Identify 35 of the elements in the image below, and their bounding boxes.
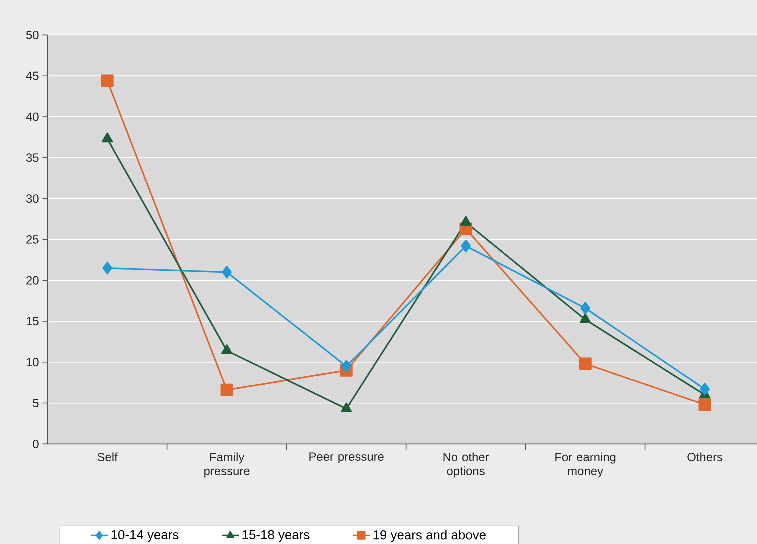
point bbox=[221, 344, 233, 354]
point bbox=[698, 398, 712, 412]
y-tick-label: 35 bbox=[26, 154, 39, 162]
y-tick-label: 0 bbox=[33, 440, 39, 448]
x-tick-label: Others bbox=[688, 452, 723, 462]
y-tick-label: 30 bbox=[26, 194, 39, 204]
y-tick-label: 25 bbox=[26, 235, 39, 244]
point bbox=[340, 402, 352, 413]
y-tick-label: 5 bbox=[33, 399, 39, 408]
point bbox=[580, 314, 592, 324]
x-tick-label: No other options bbox=[444, 452, 490, 478]
point bbox=[342, 360, 352, 373]
legend-label: 10-14 years bbox=[112, 530, 179, 542]
legend-label: 19 years and above bbox=[374, 530, 486, 542]
x-tick-label: Peer pressure bbox=[310, 452, 384, 464]
y-tick-label: 50 bbox=[26, 30, 39, 40]
point bbox=[101, 74, 114, 88]
x-tick-label: Family pressure bbox=[204, 452, 250, 478]
y-tick-label: 20 bbox=[26, 276, 39, 285]
point bbox=[700, 383, 710, 396]
point bbox=[222, 266, 232, 279]
legend-label: 15-18 years bbox=[242, 530, 310, 542]
point bbox=[460, 216, 472, 226]
point bbox=[580, 302, 590, 315]
point bbox=[102, 262, 112, 275]
y-tick-label: 40 bbox=[26, 112, 39, 122]
x-tick-label: For earning money bbox=[556, 452, 616, 478]
y-tick-label: 10 bbox=[26, 358, 39, 367]
point bbox=[461, 240, 471, 253]
y-tick-label: 15 bbox=[26, 317, 39, 326]
point bbox=[102, 132, 114, 143]
point bbox=[220, 384, 234, 397]
x-tick-label: Self bbox=[98, 452, 118, 462]
y-tick-label: 45 bbox=[26, 72, 39, 80]
point bbox=[579, 358, 592, 370]
